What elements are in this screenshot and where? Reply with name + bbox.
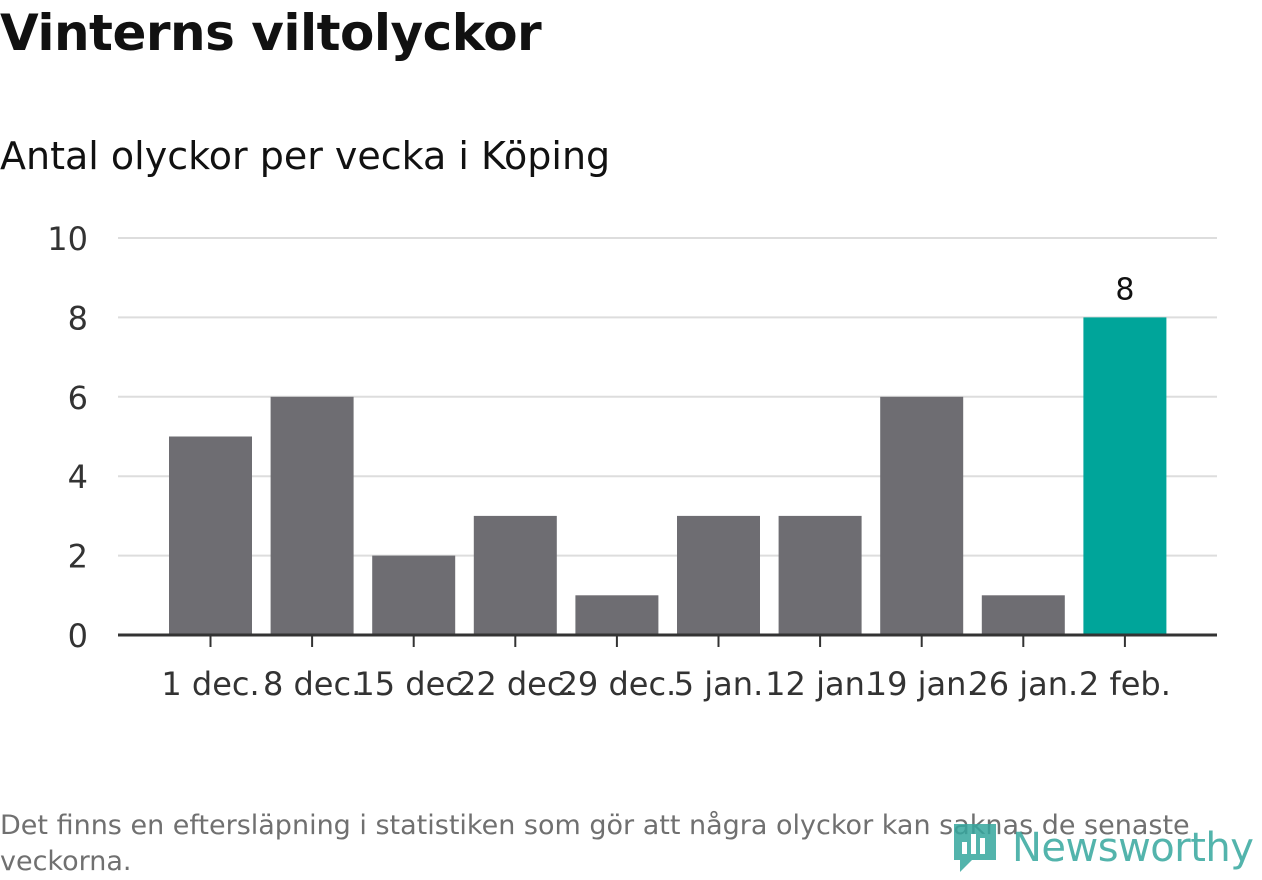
bar-3: [372, 555, 456, 635]
brand-logo: Newsworthy: [950, 818, 1254, 878]
bar-7: [778, 515, 862, 635]
bar-10: [1083, 317, 1167, 635]
y-tick-label-0: 0: [68, 617, 88, 655]
bar-4: [473, 515, 557, 635]
bar-8: [880, 396, 964, 635]
y-tick-label-8: 8: [68, 299, 88, 337]
y-axis-ticks: 0 2 4 6 8 10: [47, 220, 88, 655]
newsworthy-logo-icon: [954, 824, 996, 872]
x-tick-label-9: 26 jan.: [968, 665, 1078, 703]
y-tick-label-6: 6: [68, 379, 88, 417]
x-tick-label-7: 12 jan.: [765, 665, 875, 703]
y-tick-label-2: 2: [68, 538, 88, 576]
x-tick-label-10: 2 feb.: [1079, 665, 1171, 703]
bars: [169, 317, 1167, 635]
x-tick-label-8: 19 jan.: [867, 665, 977, 703]
brand-name: Newsworthy: [1012, 825, 1254, 871]
bar-6: [677, 515, 760, 635]
x-tick-label-5: 29 dec.: [558, 665, 677, 703]
bar-9: [981, 595, 1065, 635]
x-tick-label-1: 1 dec.: [161, 665, 259, 703]
bar-2: [270, 396, 354, 635]
bar-chart: 0 2 4 6 8 10 1 dec. 8 dec.15 dec.22 dec.29 dec…: [47, 220, 1217, 703]
bar-5: [575, 595, 659, 635]
x-tick-label-2: 8 dec.: [263, 665, 361, 703]
x-tick-label-3: 15 dec.: [354, 665, 473, 703]
y-tick-label-4: 4: [68, 458, 88, 496]
data-labels: 8: [1115, 272, 1134, 307]
data-label-bar-10: 8: [1115, 272, 1134, 307]
x-tick-label-6: 5 jan.: [674, 665, 763, 703]
chart-title: Vinterns viltolyckor: [0, 4, 542, 62]
bar-1: [169, 436, 252, 635]
x-tick-label-4: 22 dec.: [456, 665, 575, 703]
x-axis-ticks: 1 dec. 8 dec.15 dec.22 dec.29 dec.5 jan. 1…: [161, 635, 1171, 703]
chart-subtitle: Antal olyckor per vecka i Köping: [0, 134, 611, 178]
y-tick-label-10: 10: [47, 220, 88, 258]
